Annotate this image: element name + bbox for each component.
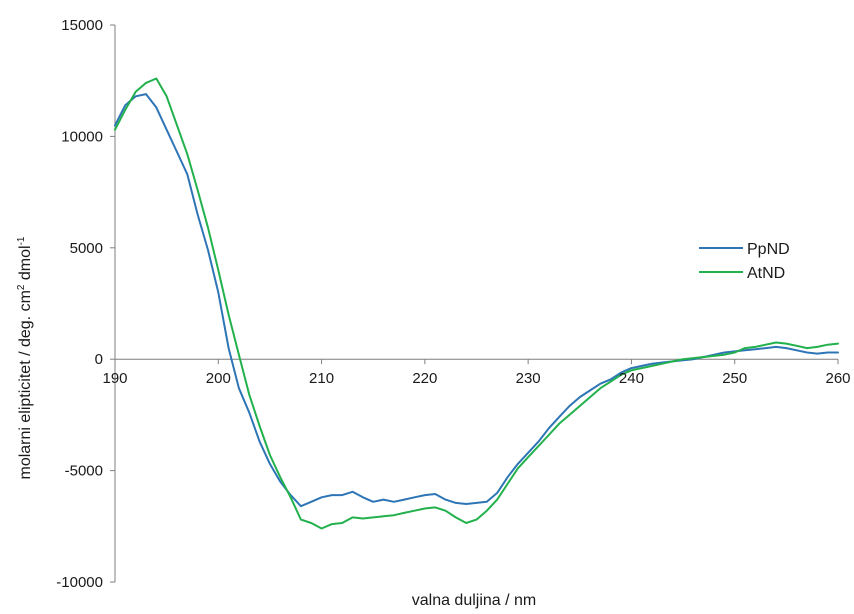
y-tick-label: 10000 [61,128,103,145]
x-tick-label: 210 [309,370,334,387]
x-tick-label: 190 [102,370,127,387]
y-tick-label: 5000 [70,240,103,257]
x-tick-label: 230 [516,370,541,387]
labels: -10000 -5000 0 5000 10000 15000 190 200 210 220 23… [56,17,850,591]
y-tick-label: 15000 [61,17,103,34]
legend: PpND AtND [699,241,790,282]
y-axis-title: molarni elipticitet / deg. cm2 dmol-1 [16,236,34,479]
y-tick-label: -10000 [56,574,103,591]
x-tick-label: 220 [412,370,437,387]
y-axis-title-sup-2: 2 [16,284,27,290]
y-axis-title-sup-minus1: -1 [16,236,27,245]
x-tick-label: 250 [722,370,747,387]
y-axis-title-unit: dmol [17,245,34,284]
legend-label-atnd: AtND [747,265,785,282]
series-line-atnd [114,77,839,530]
y-tick-label: -5000 [65,463,103,480]
legend-label-ppnd: PpND [747,241,790,258]
series-line-ppnd [114,93,839,508]
axes [110,24,839,583]
y-tick-label: 0 [95,351,103,368]
y-axis-title-main: molarni elipticitet / deg. cm [17,290,34,479]
series-layer [114,77,839,530]
x-tick-label: 240 [619,370,644,387]
x-tick-label: 200 [206,370,231,387]
x-tick-label: 260 [825,370,850,387]
x-axis-title: valna duljina / nm [412,592,537,609]
